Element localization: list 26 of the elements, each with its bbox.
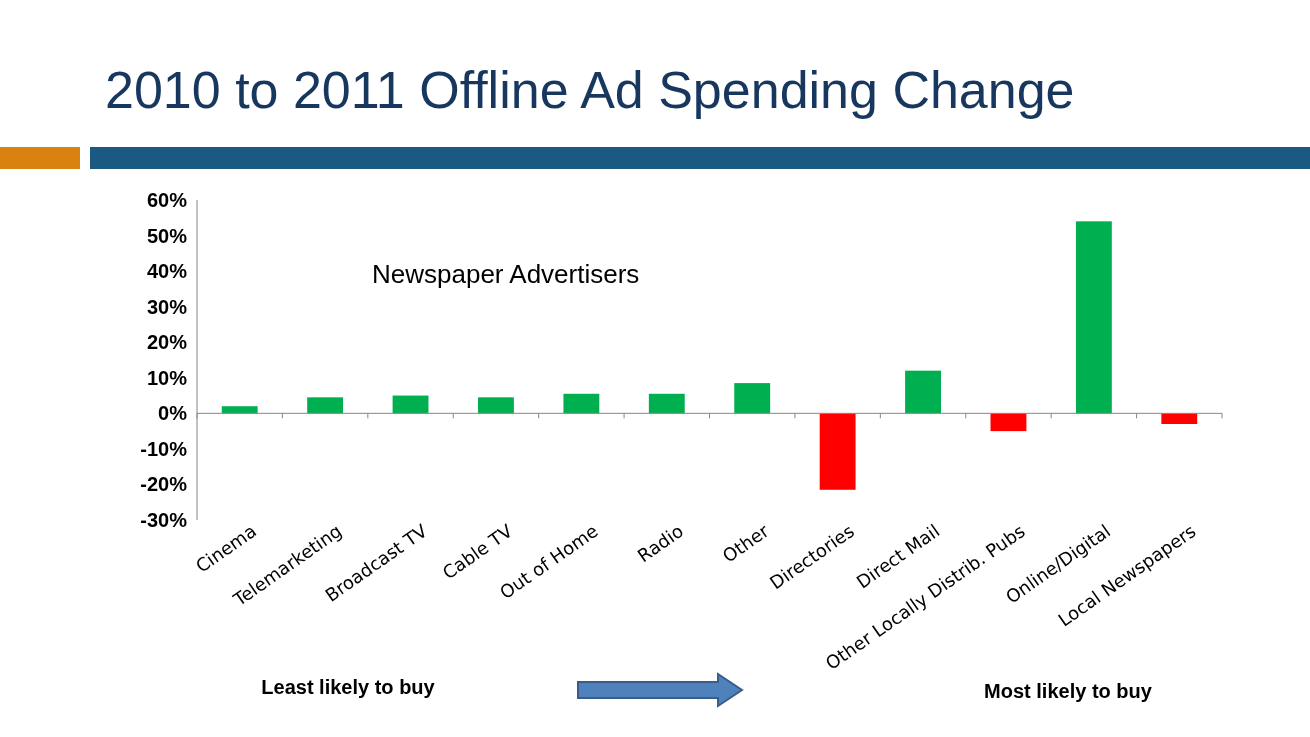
- bar: [392, 395, 429, 414]
- chart-title: 2010 to 2011 Offline Ad Spending Change: [105, 61, 1075, 119]
- y-tick-label: -20%: [140, 473, 188, 496]
- y-tick-label: 40%: [146, 260, 188, 283]
- bar: [1161, 413, 1198, 424]
- y-tick-label: 50%: [146, 224, 188, 247]
- bar: [1075, 221, 1112, 414]
- text: Least likely to buy: [261, 676, 436, 698]
- y-tick-label: 20%: [146, 331, 188, 354]
- y-tick-label: 10%: [146, 366, 188, 389]
- bar: [734, 383, 771, 414]
- y-tick-label: 30%: [146, 295, 188, 318]
- text: Most likely to buy: [984, 680, 1153, 702]
- bar: [478, 397, 514, 414]
- bar: [563, 393, 600, 414]
- y-tick-label: 60%: [146, 189, 188, 211]
- y-tick-label: 0%: [158, 402, 188, 425]
- bar: [221, 406, 258, 414]
- bar: [990, 413, 1027, 432]
- bar: [307, 397, 344, 414]
- annotation: Newspaper Advertisers: [372, 259, 640, 289]
- bar: [819, 413, 856, 490]
- y-tick-label: -30%: [140, 509, 188, 531]
- y-tick-label: -10%: [140, 437, 188, 460]
- bar: [905, 370, 941, 414]
- bar: [648, 393, 685, 414]
